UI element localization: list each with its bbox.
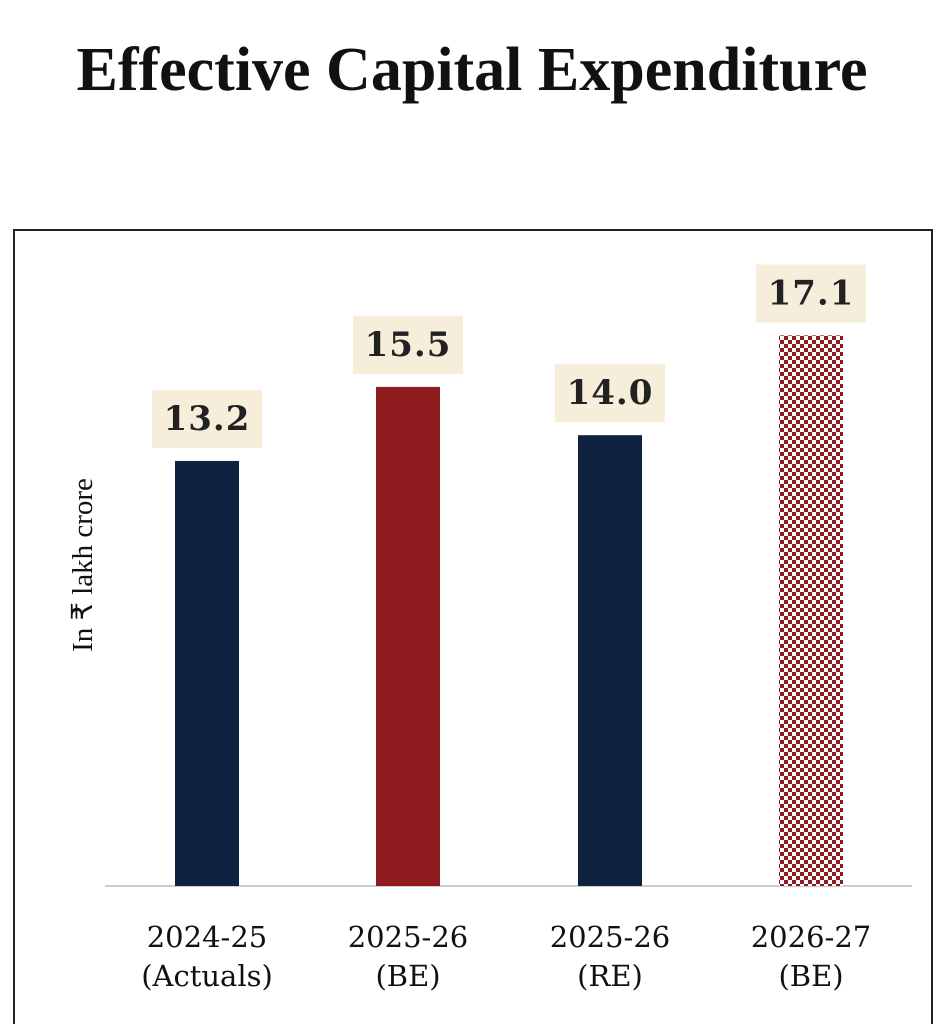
value-label-box: [152, 389, 262, 448]
value-label: 13.2: [164, 399, 251, 439]
bar: [175, 460, 239, 886]
value-label: 17.1: [768, 273, 855, 313]
x-tick-label: 2025-26 (RE): [549, 920, 671, 993]
value-label: 14.0: [567, 373, 654, 413]
value-label-box: [353, 315, 463, 374]
x-tick-label: 2026-27 (BE): [750, 920, 872, 993]
y-axis-label: In ₹ lakh crore: [67, 478, 99, 652]
x-tick-label: 2025-26 (BE): [347, 920, 469, 993]
value-label: 15.5: [365, 325, 452, 365]
value-label-box: [756, 264, 866, 323]
bar: [578, 435, 642, 886]
value-label-box: [555, 364, 665, 423]
bar: [779, 335, 843, 886]
x-tick-label: 2024-25 (Actuals): [141, 920, 273, 993]
chart-title: Effective Capital Expenditure: [76, 36, 868, 104]
frame: [13, 229, 933, 1024]
bar: [376, 386, 440, 886]
